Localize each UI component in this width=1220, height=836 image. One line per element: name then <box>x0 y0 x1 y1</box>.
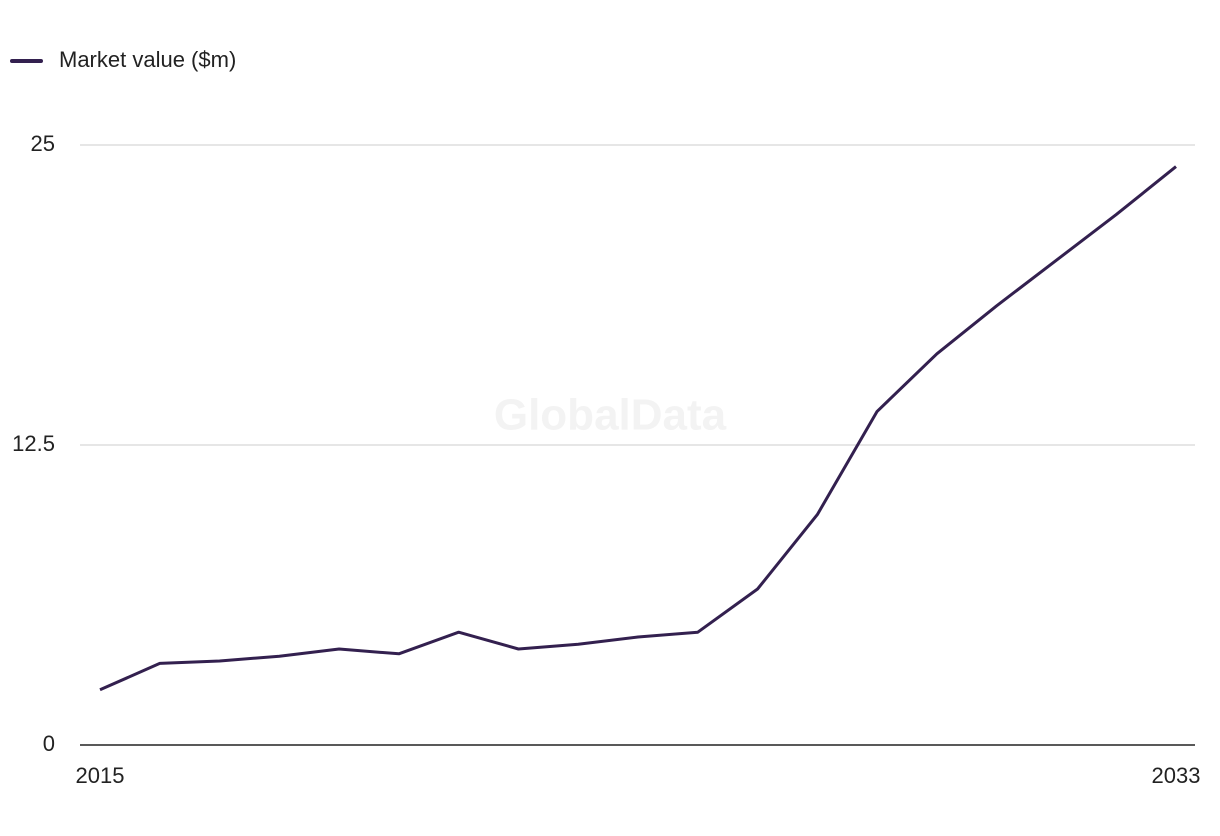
y-tick-label: 0 <box>43 731 55 756</box>
series-line <box>99 165 1177 692</box>
y-tick-label: 12.5 <box>12 431 55 456</box>
legend-label: Market value ($m) <box>59 47 236 72</box>
x-tick-label: 2015 <box>76 763 125 788</box>
x-tick-label: 2033 <box>1152 763 1201 788</box>
watermark: GlobalData <box>494 391 727 440</box>
y-tick-label: 25 <box>31 131 55 156</box>
